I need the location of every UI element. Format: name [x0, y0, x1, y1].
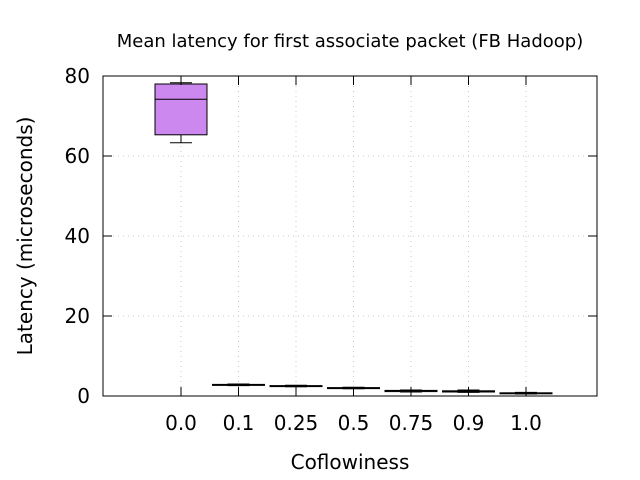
box-plot-0-25: [269, 384, 323, 388]
y-tick-label: 0: [77, 384, 90, 408]
y-axis-ticks: 0 20 40 60 80: [65, 64, 597, 408]
x-tick-label: 0.75: [389, 411, 434, 435]
box-body: [154, 83, 208, 136]
x-tick-label: 0.25: [274, 411, 319, 435]
x-axis-ticks: 0.0 0.1 0.25 0.5 0.75 0.9 1.0: [165, 76, 542, 435]
x-axis-label: Coflowiness: [291, 450, 410, 474]
y-tick-label: 60: [65, 144, 90, 168]
grid-lines: [103, 76, 597, 396]
y-axis-label: Latency (microseconds): [13, 117, 37, 356]
x-tick-label: 0.0: [165, 411, 197, 435]
y-tick-label: 80: [65, 64, 90, 88]
x-tick-label: 0.1: [223, 411, 255, 435]
x-tick-label: 0.9: [453, 411, 485, 435]
x-tick-label: 0.5: [338, 411, 370, 435]
x-tick-label: 1.0: [510, 411, 542, 435]
box-plot-0-0: [154, 82, 208, 144]
chart-title: Mean latency for first associate packet …: [117, 31, 583, 52]
box-plot-0-1: [212, 383, 265, 387]
y-tick-label: 40: [65, 224, 90, 248]
y-tick-label: 20: [65, 304, 90, 328]
